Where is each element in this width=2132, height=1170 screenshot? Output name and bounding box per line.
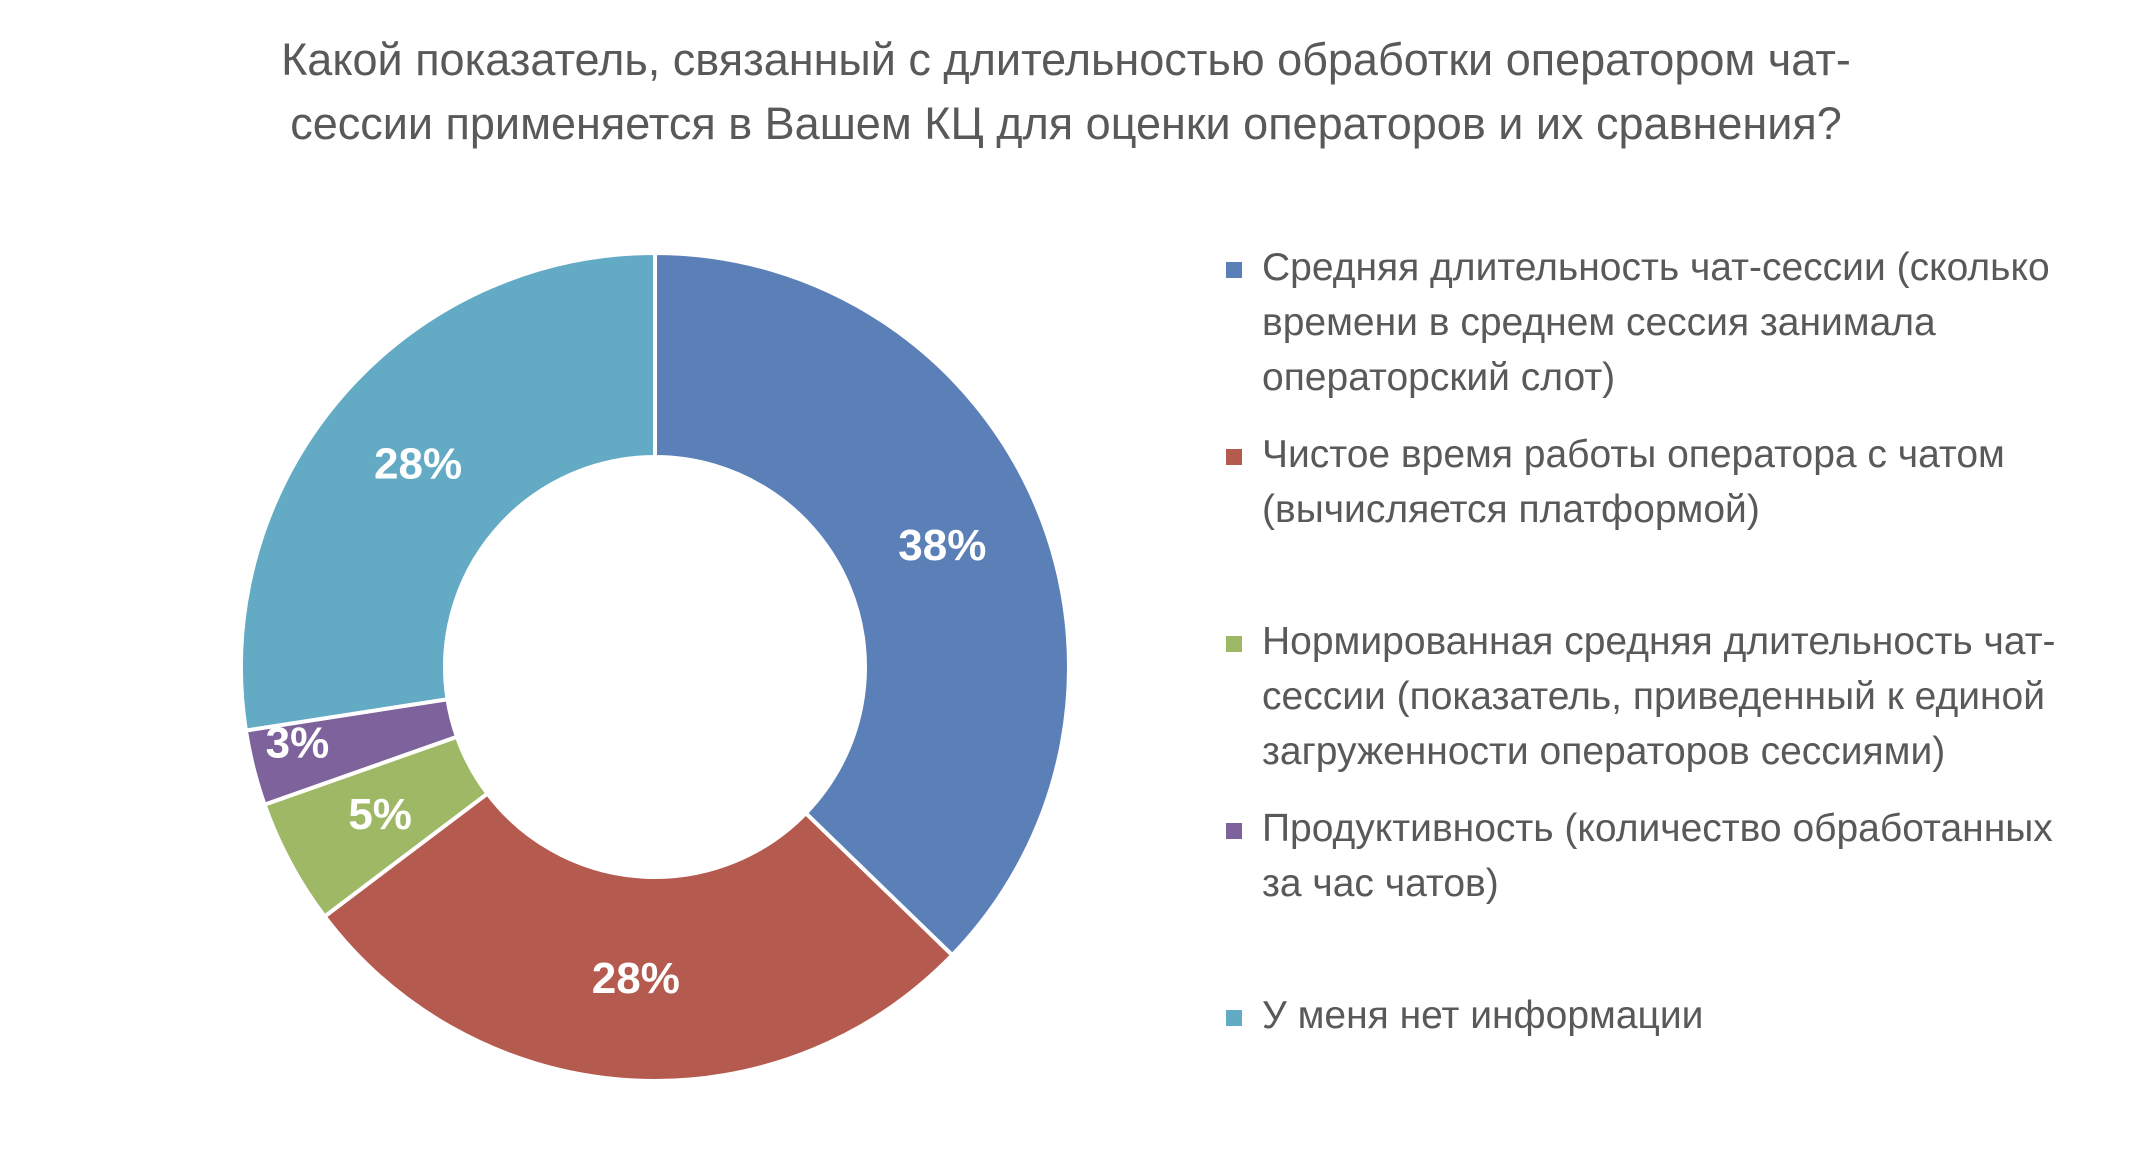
legend-marker-4 <box>1226 823 1242 839</box>
legend-marker-1 <box>1226 262 1242 278</box>
legend-label-4-line-2: за час чатов) <box>1262 862 1499 905</box>
data-label-3: 5% <box>348 790 412 839</box>
donut-slice-2 <box>321 790 956 1083</box>
data-label-2: 28% <box>592 954 680 1003</box>
data-label-5: 28% <box>374 440 462 489</box>
legend-label-2-line-2: (вычисляется платформой) <box>1262 488 1760 531</box>
chart-title-line-1: Какой показатель, связанный с длительнос… <box>281 34 1851 85</box>
legend-label-3: Нормированная средняя длительность чат-с… <box>1262 614 2122 779</box>
donut-data-labels: 38% 28% 5% 3% 28% <box>266 440 987 1003</box>
legend-label-1-line-2: времени в среднем сессия занимала <box>1262 301 1936 344</box>
legend-label-1-line-1: Средняя длительность чат-сессии (сколько <box>1262 246 2050 289</box>
legend-label-1-line-3: операторский слот) <box>1262 356 1616 399</box>
data-label-4: 3% <box>266 719 330 768</box>
legend-label-4: Продуктивность (количество обработанных з… <box>1262 801 2122 911</box>
donut-slices <box>239 250 1071 1083</box>
legend-label-5: У меня нет информации <box>1262 988 2122 1043</box>
legend-label-5-line-1: У меня нет информации <box>1262 994 1704 1037</box>
legend-label-3-line-3: загруженности операторов сессиями) <box>1262 730 1946 773</box>
legend-label-3-line-1: Нормированная средняя длительность чат- <box>1262 620 2056 663</box>
legend-marker-3 <box>1226 636 1242 652</box>
chart-title-line-2: сессии применяется в Вашем КЦ для оценки… <box>290 98 1842 149</box>
legend-label-3-line-2: сессии (показатель, приведенный к единой <box>1262 675 2046 718</box>
legend-marker-5 <box>1226 1010 1242 1026</box>
data-label-1: 38% <box>898 521 986 570</box>
donut-slice-5 <box>239 250 657 733</box>
legend-label-2: Чистое время работы оператора с чатом (вы… <box>1262 427 2122 537</box>
donut-slice-1 <box>653 250 1071 959</box>
legend-label-1: Средняя длительность чат-сессии (сколько… <box>1262 240 2122 405</box>
legend-label-2-line-1: Чистое время работы оператора с чатом <box>1262 433 2005 476</box>
legend-label-4-line-1: Продуктивность (количество обработанных <box>1262 807 2053 850</box>
chart-title: Какой показатель, связанный с длительнос… <box>0 28 2132 156</box>
legend-marker-2 <box>1226 449 1242 465</box>
